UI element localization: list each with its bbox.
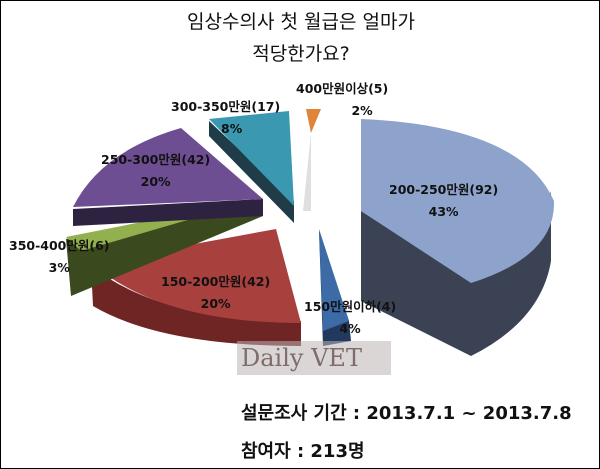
slice-label: 200-250만원(92) 43%: [389, 182, 499, 219]
slice-label: 150-200만원(42) 20%: [161, 274, 271, 311]
slice-label: 400만원이상(5) 2%: [296, 81, 389, 118]
slice-label: 250-300만원(42) 20%: [101, 152, 211, 189]
participants: 참여자 : 213명: [241, 441, 365, 462]
slice-over-400: [303, 109, 321, 211]
slice-250-300: [73, 128, 263, 226]
slice-150-200: [91, 229, 301, 346]
watermark: Daily VET: [237, 341, 391, 375]
chart-title-line2: 적당한가요?: [252, 43, 350, 65]
slice-label: 350-400만원(6) 3%: [9, 238, 110, 275]
slice-under-150: [319, 229, 351, 346]
survey-period: 설문조사 기간 : 2013.7.1 ~ 2013.7.8: [241, 403, 572, 424]
chart-title-line1: 임상수의사 첫 월급은 얼마가: [187, 11, 415, 33]
slice-200-250: [361, 119, 555, 356]
slice-300-350: [209, 111, 294, 223]
slice-label: 300-350만원(17) 8%: [171, 99, 281, 136]
slice-label: 150만원이하(4) 4%: [304, 299, 397, 336]
